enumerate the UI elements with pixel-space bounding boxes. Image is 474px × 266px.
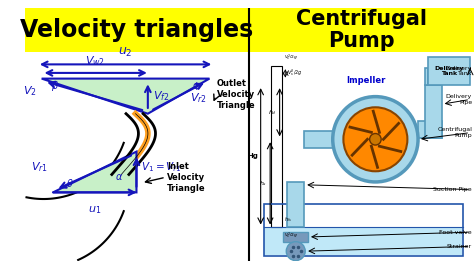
Text: Inlet
Velocity
Triangle: Inlet Velocity Triangle — [167, 162, 205, 193]
FancyBboxPatch shape — [425, 85, 442, 138]
Text: $\theta$: $\theta$ — [66, 177, 74, 189]
Text: Suction Pipe: Suction Pipe — [434, 187, 472, 192]
Text: $h_{fs}$: $h_{fs}$ — [284, 215, 292, 224]
FancyBboxPatch shape — [425, 68, 428, 85]
Text: Delivery
Tank: Delivery Tank — [434, 66, 464, 76]
Text: $V_{r1}$: $V_{r1}$ — [31, 160, 48, 174]
Circle shape — [286, 242, 305, 261]
Text: $V_s^2/2g$: $V_s^2/2g$ — [284, 230, 299, 241]
Text: $V_{w2}$: $V_{w2}$ — [85, 54, 105, 68]
FancyBboxPatch shape — [304, 131, 333, 148]
FancyBboxPatch shape — [428, 57, 470, 85]
Text: $\beta$: $\beta$ — [51, 79, 59, 93]
Text: $V_s^2/2g$: $V_s^2/2g$ — [284, 53, 299, 63]
FancyBboxPatch shape — [418, 121, 442, 138]
Text: $\alpha$: $\alpha$ — [115, 172, 124, 182]
Text: $h_d$: $h_d$ — [268, 108, 277, 117]
FancyBboxPatch shape — [25, 52, 249, 261]
Text: $V_{f2}$: $V_{f2}$ — [153, 89, 169, 103]
FancyBboxPatch shape — [283, 232, 308, 242]
Polygon shape — [42, 79, 210, 114]
Text: Delivery
Tank: Delivery Tank — [446, 66, 472, 76]
Text: Impeller: Impeller — [346, 76, 386, 85]
Text: Delivery
Pipe: Delivery Pipe — [446, 94, 472, 105]
Text: Centrifugal
Pump: Centrifugal Pump — [296, 10, 427, 51]
Text: Hg: Hg — [247, 153, 258, 159]
Polygon shape — [53, 152, 137, 192]
Text: Outlet
Velocity
Triangle: Outlet Velocity Triangle — [217, 79, 255, 110]
FancyBboxPatch shape — [249, 9, 474, 52]
Text: $\Phi$: $\Phi$ — [191, 80, 201, 92]
Text: $V_s^2/2g$: $V_s^2/2g$ — [287, 68, 303, 78]
Text: Strainer: Strainer — [447, 244, 472, 249]
Circle shape — [333, 97, 418, 182]
Text: $u_2$: $u_2$ — [118, 45, 133, 59]
Text: Centrifugal
Pump: Centrifugal Pump — [437, 127, 472, 138]
Circle shape — [370, 134, 381, 145]
FancyBboxPatch shape — [249, 52, 474, 261]
Text: $V_{r2}$: $V_{r2}$ — [190, 91, 207, 105]
Circle shape — [343, 107, 407, 171]
FancyBboxPatch shape — [264, 227, 462, 255]
Text: $u_1$: $u_1$ — [88, 204, 101, 215]
Text: Velocity triangles: Velocity triangles — [20, 18, 253, 42]
FancyBboxPatch shape — [25, 9, 249, 52]
Text: Foot valve: Foot valve — [439, 230, 472, 235]
FancyBboxPatch shape — [287, 182, 304, 227]
Text: $V_1=V_{f1}$: $V_1=V_{f1}$ — [141, 160, 182, 174]
Text: $h_s$: $h_s$ — [259, 179, 267, 188]
Text: $V_2$: $V_2$ — [23, 85, 37, 98]
